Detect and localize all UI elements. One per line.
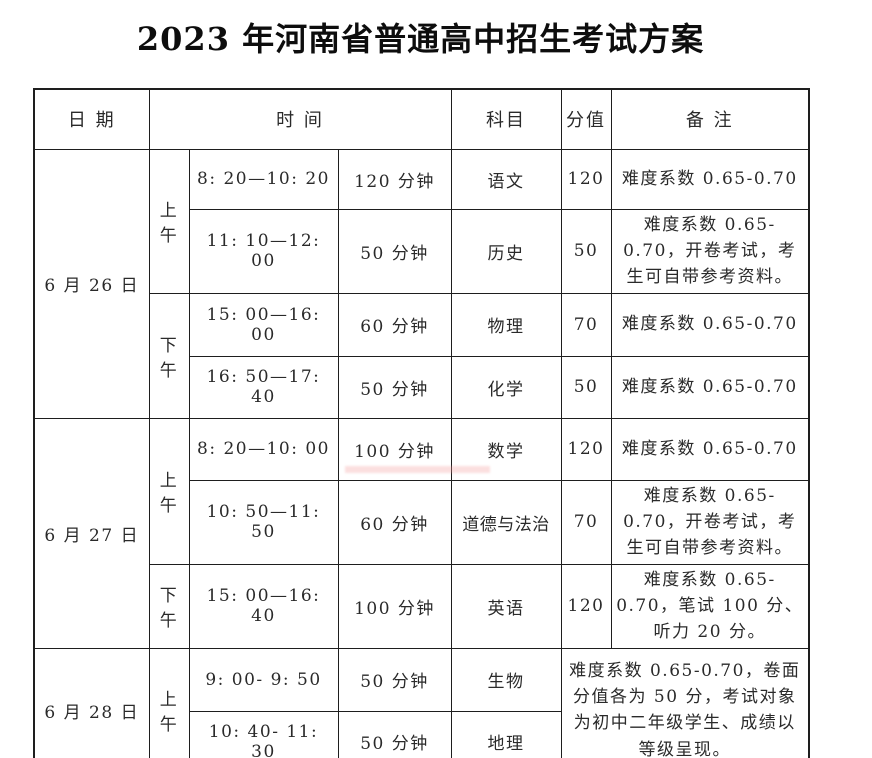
- col-header-score: 分值: [560, 88, 612, 150]
- cell-score: 120: [560, 563, 612, 649]
- cell-remark: 难度系数 0.65-0.70，卷面分值各为 50 分，考试对象为初中二年级学生、…: [560, 647, 810, 758]
- cell-time: 8: 20—10: 20: [188, 148, 339, 210]
- table-row: 6 月 27 日 上午 8: 20—10: 00 100 分钟 数学 120 难…: [33, 417, 810, 649]
- cell-duration: 50 分钟: [337, 208, 452, 294]
- cell-time: 9: 00- 9: 50: [188, 647, 339, 712]
- cell-subject: 历史: [450, 208, 562, 294]
- cell-duration: 50 分钟: [337, 647, 452, 712]
- cell-remark: 难度系数 0.65-0.70: [610, 148, 810, 210]
- header-row: 日 期 时 间 科目 分值 备 注: [33, 88, 810, 150]
- cell-remark: 难度系数 0.65-0.70，笔试 100 分、听力 20 分。: [610, 563, 810, 649]
- col-header-subject: 科目: [450, 88, 562, 150]
- cell-duration: 100 分钟: [337, 563, 452, 649]
- cell-time: 15: 00—16: 00: [188, 292, 339, 357]
- cell-session: 下午: [148, 292, 190, 419]
- cell-score: 50: [560, 355, 612, 419]
- table-row: 16: 50—17: 40 50 分钟 化学 50 难度系数 0.65-0.70: [34, 355, 810, 419]
- cell-duration: 60 分钟: [337, 292, 452, 357]
- cell-session: 上午: [148, 647, 190, 758]
- cell-score: 120: [560, 417, 612, 481]
- cell-duration: 50 分钟: [337, 355, 452, 419]
- cell-time: 10: 50—11: 50: [188, 479, 339, 565]
- table-row: 6 月 28 日 上午 9: 00- 9: 50 50 分钟 生物 难度系数 0…: [33, 647, 810, 758]
- col-header-date: 日 期: [33, 88, 150, 150]
- cell-date: 6 月 28 日: [33, 647, 150, 758]
- cell-subject: 化学: [450, 355, 562, 419]
- cell-score: 50: [560, 208, 612, 294]
- document: 2023 年河南省普通高中招生考试方案 日 期 时 间 科目 分值 备 注 6 …: [33, 0, 811, 758]
- page-title: 2023 年河南省普通高中招生考试方案: [136, 20, 705, 58]
- cell-subject: 数学: [450, 417, 562, 481]
- cell-remark: 难度系数 0.65-0.70，开卷考试，考生可自带参考资料。: [610, 208, 810, 294]
- col-header-time: 时 间: [148, 88, 452, 150]
- cell-remark: 难度系数 0.65-0.70: [610, 292, 810, 357]
- cell-date: 6 月 27 日: [33, 417, 150, 649]
- cell-duration: 60 分钟: [337, 479, 452, 565]
- cell-subject: 生物: [450, 647, 562, 712]
- cell-date: 6 月 26 日: [33, 148, 150, 419]
- cell-session: 上午: [148, 148, 190, 294]
- cell-subject: 语文: [450, 148, 562, 210]
- cell-remark: 难度系数 0.65-0.70: [610, 355, 810, 419]
- cell-subject: 地理: [450, 710, 562, 758]
- table-row: 6 月 26 日 上午 8: 20—10: 20 120 分钟 语文 120 难…: [33, 148, 810, 419]
- table-row: 10: 50—11: 50 60 分钟 道德与法治 70 难度系数 0.65-0…: [34, 479, 810, 565]
- cell-duration: 120 分钟: [337, 148, 452, 210]
- cell-score: 120: [560, 148, 612, 210]
- cell-session: 下午: [148, 563, 190, 649]
- table-row: 11: 10—12: 00 50 分钟 历史 50 难度系数 0.65-0.70…: [34, 208, 810, 294]
- cell-score: 70: [560, 292, 612, 357]
- cell-subject: 英语: [450, 563, 562, 649]
- exam-schedule-table: 日 期 时 间 科目 分值 备 注 6 月 26 日 上午 8: 20—10: …: [33, 88, 811, 758]
- cell-score: 70: [560, 479, 612, 565]
- col-header-remark: 备 注: [610, 88, 810, 150]
- cell-duration: 100 分钟: [337, 417, 452, 481]
- cell-remark: 难度系数 0.65-0.70: [610, 417, 810, 481]
- cell-duration: 50 分钟: [337, 710, 452, 758]
- cell-time: 11: 10—12: 00: [188, 208, 339, 294]
- cell-time: 15: 00—16: 40: [188, 563, 339, 649]
- table-row: 下午 15: 00—16: 40 100 分钟 英语 120 难度系数 0.65…: [34, 563, 810, 649]
- cell-time: 10: 40- 11: 30: [188, 710, 339, 758]
- table-row: 下午 15: 00—16: 00 60 分钟 物理 70 难度系数 0.65-0…: [34, 292, 810, 419]
- cell-session: 上午: [148, 417, 190, 565]
- table-row: 10: 40- 11: 30 50 分钟 地理: [34, 710, 809, 758]
- cell-subject: 道德与法治: [450, 479, 562, 565]
- cell-remark: 难度系数 0.65-0.70，开卷考试，考生可自带参考资料。: [610, 479, 810, 565]
- cell-time: 8: 20—10: 00: [188, 417, 339, 481]
- cell-subject: 物理: [450, 292, 562, 357]
- cell-time: 16: 50—17: 40: [188, 355, 339, 419]
